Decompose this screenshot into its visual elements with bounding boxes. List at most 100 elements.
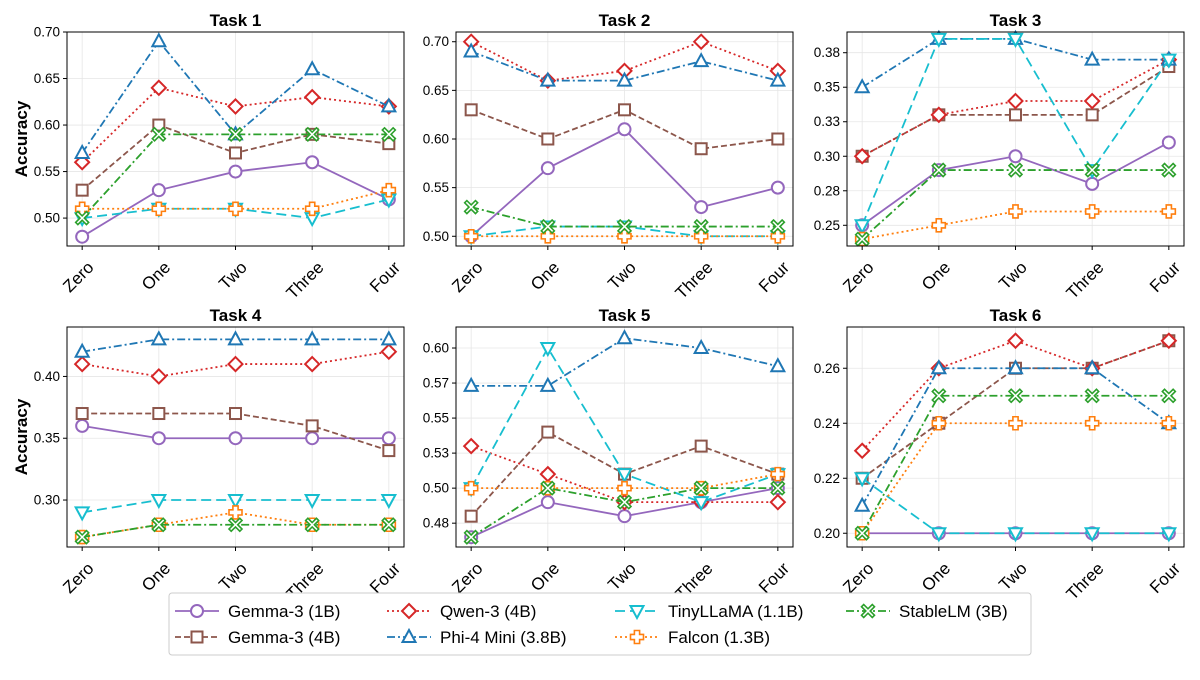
data-point bbox=[75, 407, 89, 421]
legend-entry: TinyLLaMA (1.1B) bbox=[615, 602, 803, 621]
data-point bbox=[539, 71, 557, 87]
data-point bbox=[540, 161, 555, 176]
data-point bbox=[381, 431, 396, 446]
data-point bbox=[75, 418, 90, 433]
y-tick-label: 0.55 bbox=[34, 164, 60, 179]
series-line bbox=[81, 133, 389, 219]
data-point bbox=[540, 218, 556, 235]
y-tick-label: 0.60 bbox=[34, 118, 60, 133]
series-0 bbox=[464, 122, 785, 244]
data-point bbox=[380, 330, 398, 346]
data-point bbox=[692, 33, 710, 51]
data-point bbox=[1009, 108, 1022, 122]
legend-entry: Qwen-3 (4B) bbox=[387, 602, 536, 621]
data-point bbox=[151, 126, 167, 142]
data-point bbox=[617, 480, 632, 496]
data-point bbox=[304, 126, 320, 142]
y-tick-label: 0.50 bbox=[34, 211, 60, 226]
data-point bbox=[931, 217, 947, 233]
x-tick-label: Three bbox=[672, 258, 717, 303]
legend-marker bbox=[190, 604, 204, 618]
data-point bbox=[1085, 108, 1099, 122]
legend-entry: Phi-4 Mini (3.8B) bbox=[387, 627, 567, 647]
data-point bbox=[931, 388, 947, 404]
data-point bbox=[150, 79, 168, 97]
legend-box bbox=[168, 592, 1032, 656]
x-tick-label: Four bbox=[1146, 258, 1184, 296]
series-6 bbox=[463, 480, 786, 545]
data-point bbox=[305, 419, 319, 433]
series-6 bbox=[74, 517, 397, 545]
y-tick-label: 0.26 bbox=[814, 361, 840, 376]
data-point bbox=[1007, 162, 1024, 178]
y-tick-label: 0.60 bbox=[423, 341, 449, 356]
data-point bbox=[1007, 332, 1024, 350]
data-point bbox=[381, 517, 397, 533]
series-3 bbox=[462, 42, 787, 87]
x-tick-label: Two bbox=[604, 258, 639, 293]
data-point bbox=[462, 437, 480, 455]
panel-title: Task 1 bbox=[210, 11, 262, 30]
data-point bbox=[381, 182, 397, 198]
x-tick-label: Two bbox=[995, 258, 1030, 293]
y-tick-label: 0.60 bbox=[423, 132, 449, 147]
data-point bbox=[382, 137, 396, 151]
legend-marker bbox=[860, 603, 876, 619]
x-tick-label: Three bbox=[283, 258, 328, 303]
y-tick-label: 0.70 bbox=[423, 34, 449, 49]
data-point bbox=[462, 42, 480, 58]
data-point bbox=[693, 228, 709, 244]
y-tick-label: 0.65 bbox=[423, 83, 449, 98]
series-2 bbox=[73, 343, 398, 385]
y-tick-label: 0.20 bbox=[814, 526, 840, 541]
data-point bbox=[1008, 149, 1023, 164]
data-point bbox=[150, 330, 168, 346]
x-tick-label: Three bbox=[1063, 258, 1108, 303]
data-point bbox=[152, 118, 166, 132]
legend-label: Gemma-3 (4B) bbox=[228, 628, 340, 647]
data-point bbox=[694, 200, 709, 215]
data-point bbox=[227, 330, 244, 346]
data-point bbox=[931, 415, 947, 431]
data-point bbox=[930, 527, 948, 543]
panel-title: Task 5 bbox=[599, 306, 651, 325]
y-tick-label: 0.35 bbox=[814, 80, 840, 95]
x-tick-label: One bbox=[918, 258, 954, 294]
data-point bbox=[463, 529, 479, 545]
x-tick-label: Four bbox=[755, 258, 793, 296]
x-tick-label: One bbox=[918, 559, 954, 595]
data-point bbox=[931, 162, 947, 178]
y-tick-label: 0.24 bbox=[814, 416, 841, 431]
data-point bbox=[616, 71, 633, 87]
data-point bbox=[303, 60, 321, 76]
data-point bbox=[150, 494, 168, 510]
legend-marker bbox=[628, 605, 646, 621]
x-tick-label: Two bbox=[995, 559, 1030, 594]
data-point bbox=[73, 355, 91, 373]
data-point bbox=[1160, 332, 1178, 350]
series-line bbox=[470, 445, 778, 504]
data-point bbox=[770, 228, 786, 244]
data-point bbox=[74, 529, 90, 545]
series-line bbox=[470, 487, 778, 538]
data-point bbox=[617, 228, 632, 244]
data-point bbox=[854, 525, 870, 541]
data-point bbox=[1007, 527, 1024, 543]
data-point bbox=[853, 472, 871, 488]
data-point bbox=[227, 517, 244, 533]
data-point bbox=[1084, 162, 1100, 178]
legend-entry: StableLM (3B) bbox=[846, 602, 1008, 621]
data-point bbox=[75, 183, 89, 197]
legend-entry: Gemma-3 (1B) bbox=[175, 602, 340, 621]
data-point bbox=[1084, 415, 1100, 431]
y-tick-label: 0.53 bbox=[423, 446, 449, 461]
y-axis-label: Accuracy bbox=[12, 398, 31, 475]
x-tick-label: Two bbox=[215, 258, 250, 293]
data-point bbox=[540, 480, 556, 496]
data-point bbox=[693, 218, 709, 235]
panel-title: Task 4 bbox=[210, 306, 262, 325]
legend-entry: Falcon (1.3B) bbox=[615, 628, 770, 647]
data-point bbox=[303, 355, 321, 373]
